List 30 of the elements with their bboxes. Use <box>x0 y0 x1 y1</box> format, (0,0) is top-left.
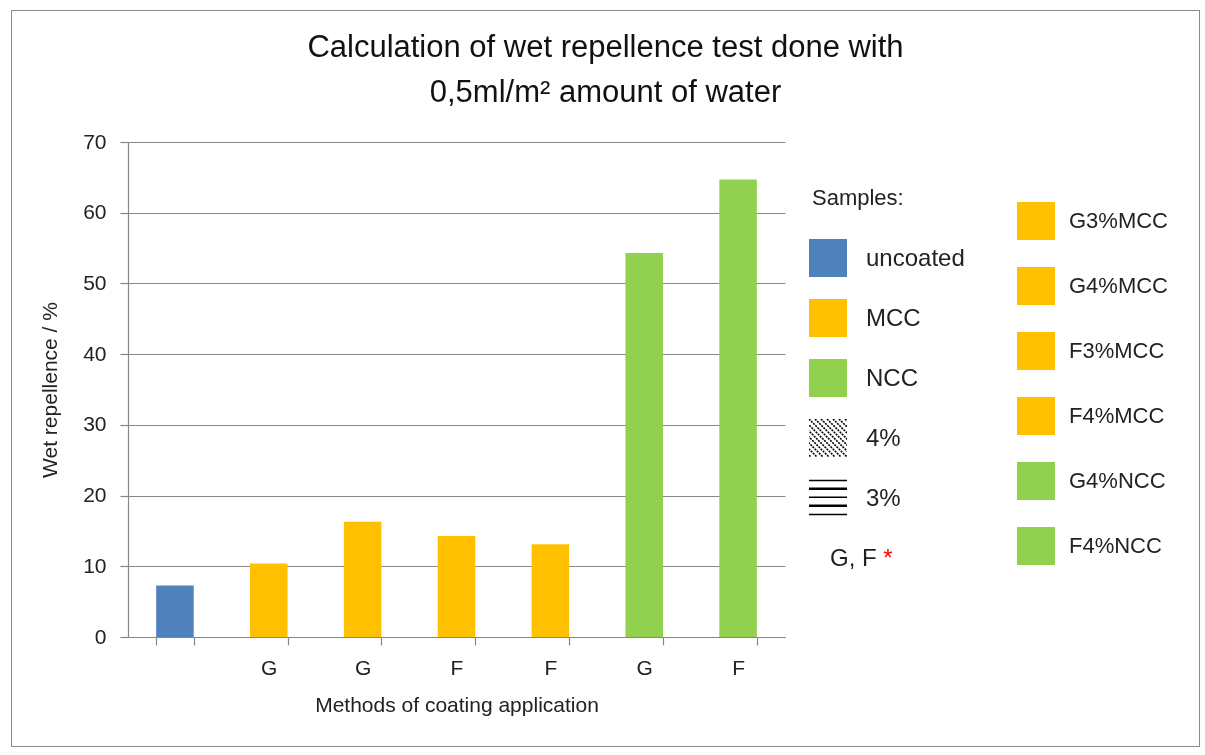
text: NCC <box>866 363 918 393</box>
legend-label: G4%NCC <box>1069 468 1166 493</box>
legend-label: F4%NCC <box>1069 533 1163 558</box>
y-tick-label: 40 <box>83 341 107 365</box>
x-tick-label: F <box>450 655 464 679</box>
legend-label: G3%MCC <box>1069 208 1169 233</box>
text: uncoated <box>866 243 965 273</box>
legend-label: G4%MCC <box>1069 273 1169 298</box>
chart-title: Calculation of wet repellence test done with 0,5ml/m² amount of water <box>307 29 904 109</box>
text: MCC <box>866 303 921 333</box>
y-tick-label: 0 <box>94 624 107 648</box>
legend-label: F4%MCC <box>1069 403 1165 428</box>
x-tick-label: G <box>636 655 653 679</box>
x-tick-label: F <box>732 655 745 679</box>
text: 3% <box>866 483 901 513</box>
text: 4% <box>866 423 901 453</box>
x-axis-title: Methods of coating application <box>315 692 599 716</box>
text: G, F * <box>830 544 893 571</box>
y-tick-label: 30 <box>83 412 107 436</box>
y-tick-label: 60 <box>83 200 107 224</box>
y-tick-label: 10 <box>83 553 107 577</box>
x-tick-label: G <box>261 655 278 679</box>
y-tick-label: 20 <box>83 483 107 507</box>
y-tick-label: 50 <box>83 270 107 294</box>
y-tick-label: 70 <box>83 129 107 153</box>
y-axis-title: Wet repellence / % <box>38 302 62 478</box>
text: Samples: <box>812 184 904 212</box>
legend-label: F3%MCC <box>1069 338 1165 363</box>
x-tick-label: F <box>544 655 558 679</box>
x-tick-label: G <box>354 655 372 679</box>
